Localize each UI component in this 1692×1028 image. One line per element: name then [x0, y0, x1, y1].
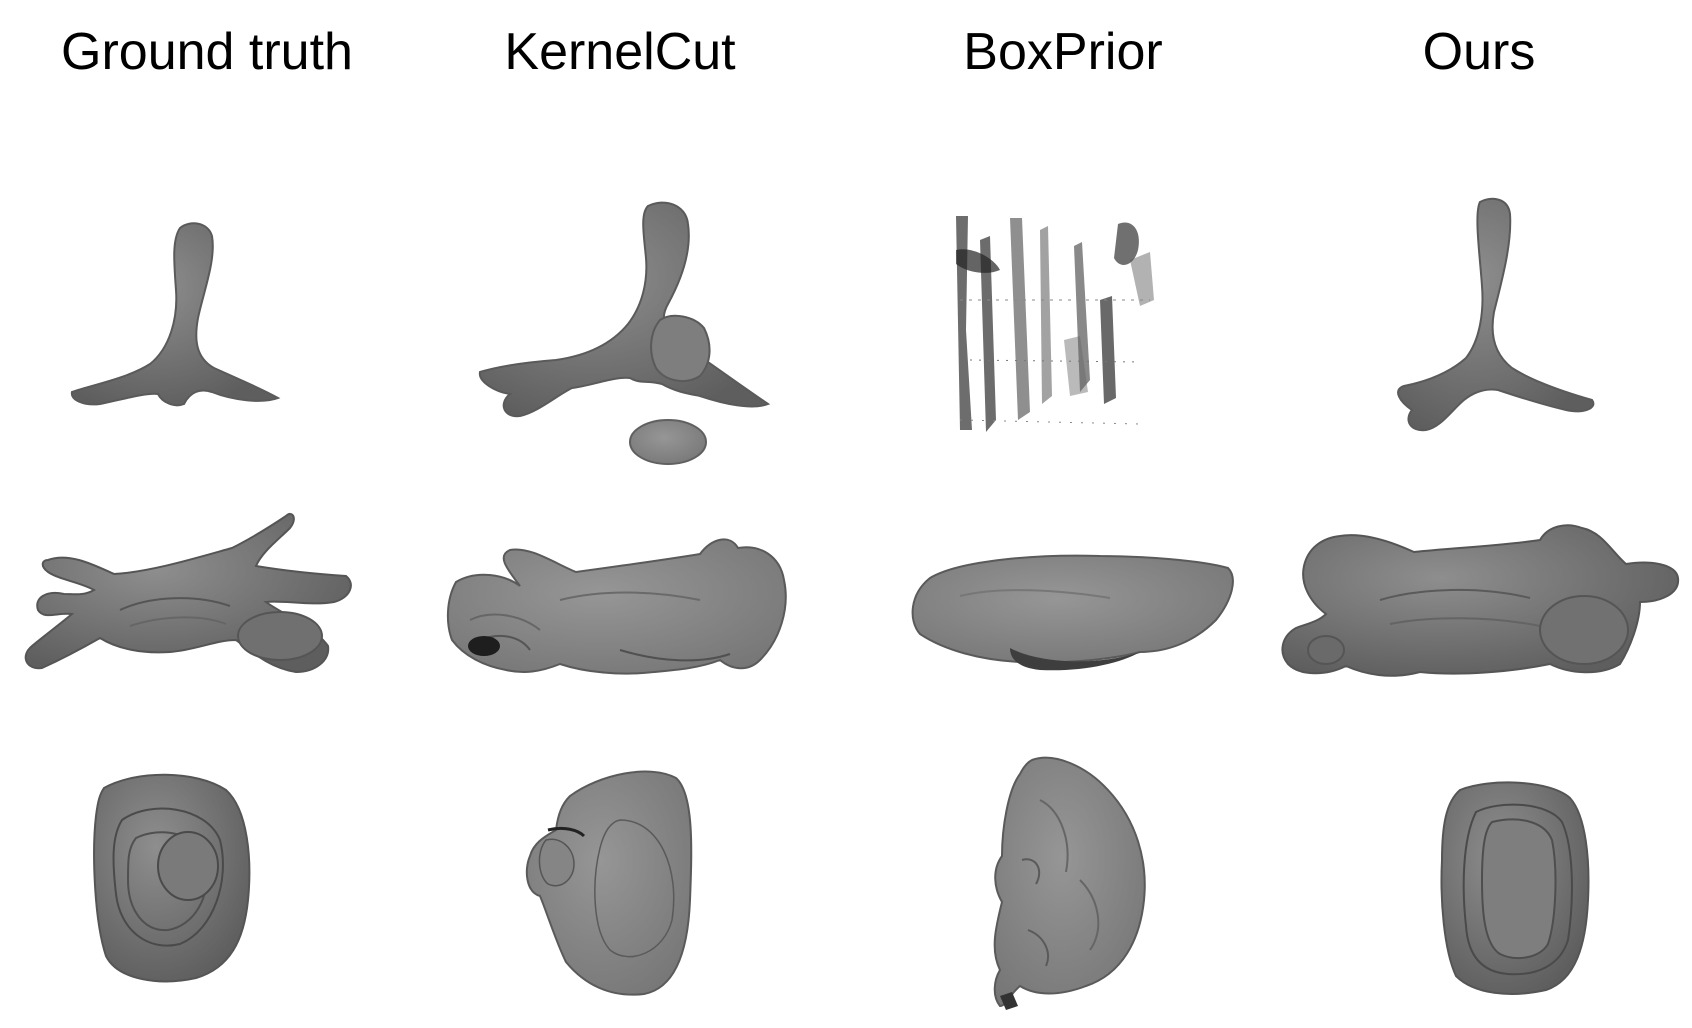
gt-row2-vessel [24, 512, 352, 674]
column-title-ours: Ours [1422, 23, 1536, 81]
ours-row3-blob [1440, 781, 1590, 995]
kernelcut-row3-blob [525, 770, 693, 996]
boxprior-row1-noisy-box [952, 214, 1160, 440]
column-title-ground-truth: Ground truth [61, 23, 353, 81]
boxprior-row3-blob [993, 756, 1146, 1010]
kernelcut-row2-vessel [446, 538, 787, 675]
gt-row1-vessel [70, 222, 281, 407]
ours-row1-vessel [1397, 197, 1595, 432]
kernelcut-row1-vessel [478, 201, 771, 465]
ours-row2-vessel [1281, 524, 1680, 677]
column-title-kernelcut: KernelCut [504, 23, 736, 81]
gt-row3-blob [93, 773, 251, 983]
boxprior-row2-blob [911, 554, 1234, 671]
column-title-boxprior: BoxPrior [963, 23, 1163, 81]
